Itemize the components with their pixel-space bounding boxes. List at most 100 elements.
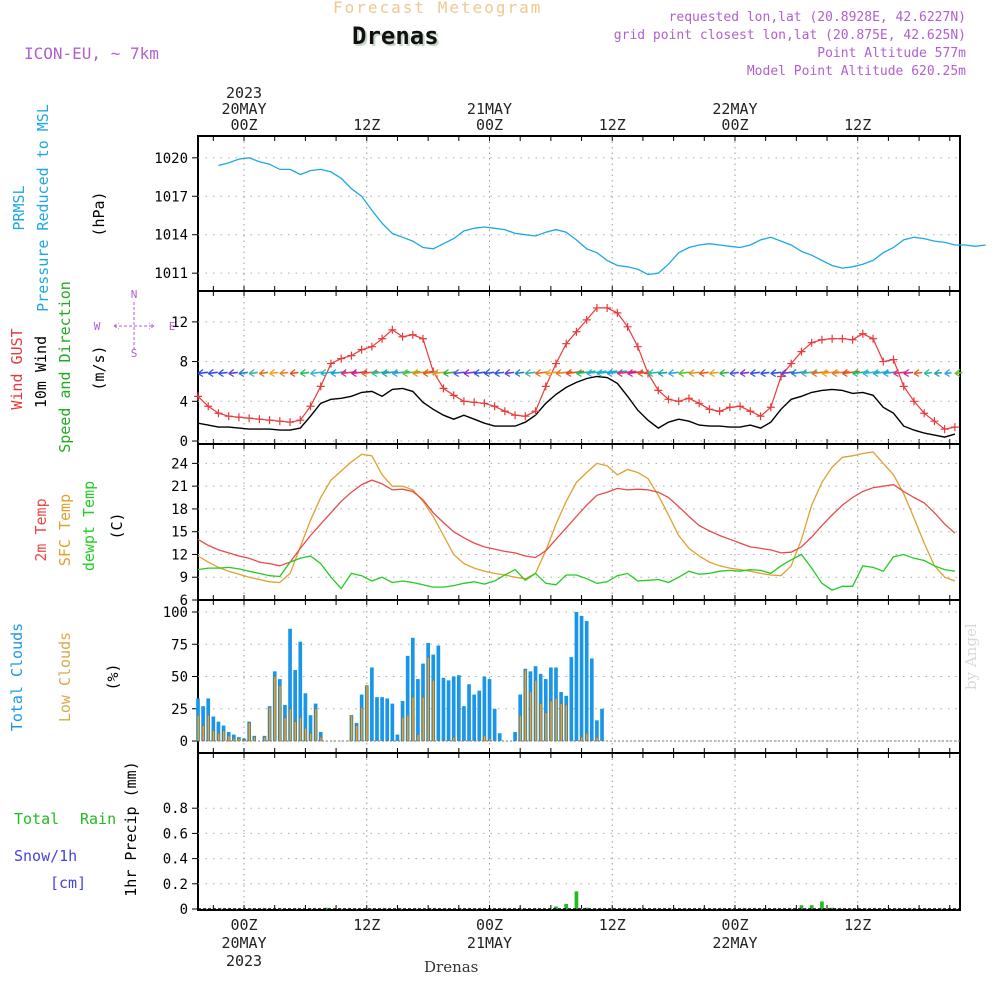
low-cloud-bar: [232, 738, 236, 742]
bottom-time-label: 2023: [226, 952, 262, 970]
wind-arrow-head: [504, 368, 511, 378]
total-cloud-bar: [456, 675, 461, 741]
low-cloud-bar: [427, 656, 430, 742]
wind-arrow: [576, 370, 596, 375]
gust-marker: [695, 399, 704, 408]
total-cloud-bar: [477, 690, 482, 741]
y-tick-label: 1014: [154, 228, 188, 244]
y-tick-label: 1020: [154, 151, 188, 167]
wind-arrow: [310, 371, 323, 375]
total-cloud-bar: [543, 679, 548, 741]
cloud-unit: (%): [104, 663, 122, 690]
wind-arrow-head: [903, 368, 910, 378]
chart-subtitle: Forecast Meteogram: [333, 0, 543, 17]
gust-marker: [194, 392, 202, 401]
wind-arrow-head: [637, 368, 644, 378]
gust-marker: [224, 412, 233, 421]
wind-arrow: [197, 371, 209, 375]
temp-2m-label: 2m Temp: [32, 498, 50, 561]
gust-marker: [398, 332, 407, 341]
low-cloud-bar: [202, 725, 205, 742]
wind-arrow-head: [944, 368, 951, 378]
wind-arrow: [862, 370, 880, 375]
gust-marker: [296, 416, 305, 425]
wind-arrow-head: [381, 368, 388, 378]
wind-arrow-head: [473, 368, 480, 378]
low-cloud-bar: [350, 714, 353, 742]
total-cloud-bar: [595, 720, 599, 741]
bottom-time-label: 00Z: [476, 916, 503, 934]
y-tick-label: 100: [163, 605, 188, 621]
gust-marker: [480, 399, 489, 408]
low-cloud-bar: [360, 707, 364, 742]
wind-arrow: [586, 370, 607, 375]
y-tick-label: 0.6: [163, 826, 188, 842]
low-cloud-bar: [595, 736, 599, 742]
low-cloud-bar: [365, 685, 369, 742]
y-tick-label: 0.2: [163, 877, 188, 893]
wind-arrow: [412, 370, 430, 375]
wind-arrow: [238, 371, 248, 375]
gust-marker: [920, 409, 929, 418]
gust-marker: [889, 355, 898, 364]
top-time-label: 12Z: [353, 116, 380, 134]
total-cloud-bar: [318, 731, 323, 741]
low-cloud-bar: [483, 735, 486, 742]
y-tick-label: 18: [171, 502, 188, 518]
total-cloud-bar: [451, 676, 456, 741]
top-time-label: 21MAY: [467, 100, 512, 118]
wind-arrow-head: [340, 368, 347, 378]
top-time-label: 20MAY: [221, 100, 266, 118]
total-cloud-bar: [380, 697, 384, 741]
bottom-time-label: 00Z: [721, 916, 748, 934]
wind-arrow-head: [606, 368, 613, 378]
wind-arrow: [658, 371, 668, 375]
dewpt-label: dewpt Temp: [80, 481, 98, 571]
gust-marker: [439, 384, 448, 393]
total-cloud-bar: [390, 703, 395, 741]
gust-marker: [572, 327, 581, 336]
wind-arrow-head: [453, 368, 460, 378]
wind-arrow: [637, 371, 651, 375]
wind-arrow-head: [872, 368, 879, 378]
gust-marker: [521, 412, 530, 421]
gust-marker: [367, 342, 376, 351]
wind-arrow: [453, 371, 465, 375]
top-time-label: 2023: [226, 84, 262, 102]
low-cloud-bar: [314, 708, 318, 742]
low-cloud-bar: [263, 736, 266, 742]
wind-arrow: [218, 371, 228, 375]
wind-arrow: [607, 370, 628, 375]
wind-arrow-head: [289, 368, 296, 378]
wind-arrow: [525, 371, 536, 375]
wind-arrow: [474, 371, 486, 375]
wind-arrow: [760, 371, 770, 375]
wind-arrow: [852, 370, 870, 375]
wind-arrow-head: [709, 368, 715, 378]
wind-arrow-head: [432, 368, 439, 378]
gust-marker: [736, 402, 745, 411]
precip-bar: [809, 905, 814, 909]
wind-arrow-head: [852, 368, 859, 378]
total-cloud-bar: [288, 628, 292, 741]
y-tick-label: 12: [171, 547, 188, 563]
grid-coords: grid point closest lon,lat (20.875E, 42.…: [613, 28, 966, 43]
gust-marker: [899, 382, 908, 391]
wind-arrow: [842, 370, 860, 375]
total-cloud-bar: [497, 733, 502, 741]
precip-bar: [554, 906, 558, 909]
sfc-temp-line: [197, 451, 956, 584]
wind-arrow-head: [248, 368, 255, 378]
wind-speed-line: [197, 375, 956, 438]
gust-marker: [807, 338, 816, 347]
total-clouds-label: Total Clouds: [8, 623, 26, 731]
low-cloud-bar: [452, 736, 456, 742]
gust-marker: [766, 403, 775, 412]
wind-arrow: [208, 371, 218, 375]
total-cloud-bar: [370, 667, 374, 741]
wind-arrow: [668, 371, 679, 375]
gust-marker: [684, 394, 693, 403]
low-cloud-bar: [278, 685, 282, 742]
wind-arrow-head: [668, 368, 674, 378]
wind-arrow-head: [299, 368, 306, 378]
